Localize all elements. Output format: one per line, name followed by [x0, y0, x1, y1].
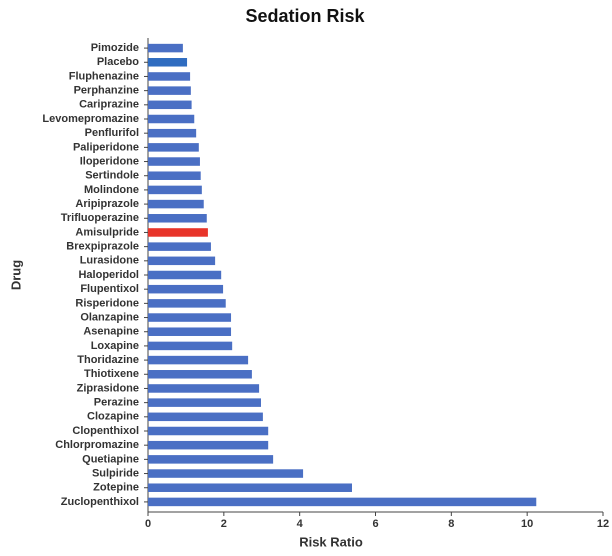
- y-tick-label: Penflurifol: [85, 127, 139, 139]
- y-tick-label: Perazine: [94, 397, 139, 409]
- bar: [148, 384, 260, 393]
- bar: [148, 299, 226, 308]
- x-tick-label: 0: [145, 518, 151, 530]
- bar: [148, 469, 304, 478]
- x-tick-label: 10: [521, 518, 533, 530]
- y-tick-label: Molindone: [84, 184, 139, 196]
- bar: [148, 72, 191, 81]
- chart-title: Sedation Risk: [245, 6, 365, 26]
- bar: [148, 58, 188, 67]
- bar: [148, 157, 200, 166]
- y-tick-label: Amisulpride: [75, 226, 139, 238]
- bar: [148, 43, 183, 53]
- y-tick-label: Pimozide: [91, 42, 139, 54]
- bar: [148, 114, 195, 124]
- x-tick-label: 8: [448, 518, 454, 530]
- y-tick-label: Paliperidone: [73, 141, 139, 153]
- bar: [148, 242, 211, 251]
- x-axis-label: Risk Ratio: [299, 534, 363, 549]
- y-tick-label: Brexpiprazole: [66, 241, 139, 253]
- bar: [148, 483, 352, 492]
- bar: [148, 214, 207, 223]
- y-tick-label: Thoridazine: [77, 354, 139, 366]
- bar: [148, 355, 249, 365]
- y-tick-label: Clozapine: [87, 411, 139, 423]
- y-tick-label: Loxapine: [91, 340, 139, 352]
- y-tick-label: Fluphenazine: [69, 70, 139, 82]
- y-tick-label: Sertindole: [85, 170, 139, 182]
- y-tick-label: Clopenthixol: [72, 425, 139, 437]
- bar: [148, 327, 232, 336]
- y-tick-label: Trifluoperazine: [61, 212, 139, 224]
- x-tick-label: 12: [597, 518, 609, 530]
- bar: [148, 171, 201, 180]
- bar: [148, 497, 537, 507]
- bar: [148, 199, 204, 209]
- bar: [148, 412, 263, 422]
- y-tick-label: Cariprazine: [79, 99, 139, 111]
- y-tick-label: Flupentixol: [80, 283, 139, 295]
- x-tick-label: 4: [297, 518, 304, 530]
- y-tick-label: Quetiapine: [82, 453, 139, 465]
- bar: [148, 455, 274, 464]
- x-tick-label: 2: [221, 518, 227, 530]
- x-tick-label: 6: [372, 518, 378, 530]
- y-tick-label: Iloperidone: [80, 155, 139, 167]
- y-tick-label: Zuclopenthixol: [61, 496, 139, 508]
- y-tick-label: Zotepine: [93, 482, 139, 494]
- bar: [148, 270, 222, 280]
- bar: [148, 256, 216, 266]
- bar: [148, 128, 197, 138]
- bar: [148, 426, 269, 436]
- y-tick-label: Haloperidol: [78, 269, 139, 281]
- y-tick-label: Ziprasidone: [77, 382, 139, 394]
- bar: [148, 228, 208, 237]
- y-tick-label: Asenapine: [83, 326, 139, 338]
- y-tick-label: Olanzapine: [80, 311, 139, 323]
- y-tick-label: Perphanzine: [74, 85, 139, 97]
- y-tick-label: Placebo: [97, 56, 139, 68]
- y-tick-label: Aripiprazole: [75, 198, 139, 210]
- y-tick-label: Lurasidone: [80, 255, 139, 267]
- bar: [148, 185, 202, 195]
- y-tick-label: Levomepromazine: [42, 113, 139, 125]
- y-tick-label: Sulpiride: [92, 467, 139, 479]
- bar: [148, 143, 199, 152]
- bar: [148, 440, 269, 450]
- y-tick-label: Chlorpromazine: [55, 439, 139, 451]
- bar: [148, 284, 224, 294]
- y-axis-label: Drug: [8, 260, 23, 290]
- bar: [148, 398, 261, 407]
- y-tick-label: Thiotixene: [84, 368, 139, 380]
- bar: [148, 313, 232, 322]
- y-tick-label: Risperidone: [75, 297, 139, 309]
- bar: [148, 100, 192, 110]
- bar: [148, 341, 233, 351]
- bar: [148, 370, 252, 379]
- bar: [148, 86, 191, 95]
